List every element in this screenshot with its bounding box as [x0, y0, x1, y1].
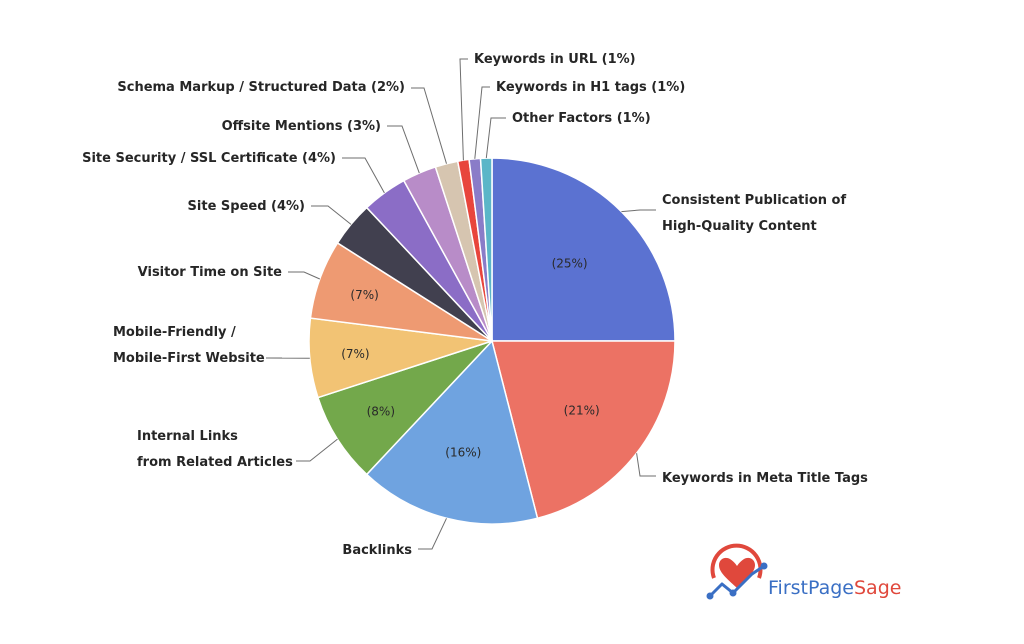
- leader-line: [485, 117, 506, 159]
- leader-line: [411, 87, 447, 164]
- brand-name-second: Sage: [854, 577, 901, 599]
- slice-label: Keywords in H1 tags (1%): [496, 80, 685, 95]
- pie-slice: [491, 340, 676, 520]
- slice-percent-label: (7%): [350, 288, 378, 302]
- leader-line: [636, 453, 656, 477]
- leader-lines: [265, 58, 656, 550]
- slice-labels: Consistent Publication of High-Quality Co…: [82, 52, 868, 558]
- svg-text:FirstPageSage: FirstPageSage: [768, 577, 901, 599]
- leader-line: [288, 271, 321, 280]
- leader-line: [296, 438, 338, 462]
- leader-line: [418, 518, 447, 550]
- pie-slice: [491, 157, 676, 342]
- slice-label: Internal Links from Related Articles: [137, 429, 293, 470]
- slice-percent-labels: (25%) (21%) (16%) (8%) (7%) (7%): [341, 256, 600, 459]
- slice-label: Other Factors (1%): [512, 111, 651, 126]
- slice-label: Keywords in URL (1%): [474, 52, 636, 67]
- slice-percent-label: (25%): [552, 256, 588, 270]
- slice-label: Site Speed (4%): [188, 199, 305, 214]
- leader-line: [342, 157, 385, 194]
- leader-line: [311, 205, 352, 225]
- brand-name-first: FirstPage: [768, 577, 854, 599]
- pie-slices: [308, 157, 676, 525]
- slice-label: Visitor Time on Site: [138, 265, 283, 280]
- slice-label: Schema Markup / Structured Data (2%): [117, 80, 405, 95]
- slice-label: Keywords in Meta Title Tags: [662, 471, 868, 486]
- brand-logo: FirstPageSage: [706, 543, 901, 600]
- slice-label: Backlinks: [342, 543, 412, 558]
- pie-slice: [317, 340, 493, 476]
- slice-label: Consistent Publication of High-Quality Co…: [662, 193, 846, 234]
- leader-line: [621, 209, 656, 213]
- heart-trend-line-icon: [706, 543, 768, 600]
- slice-label: Offsite Mentions (3%): [222, 119, 381, 134]
- leader-line: [474, 86, 490, 159]
- leader-line: [459, 58, 468, 161]
- leader-line: [387, 125, 420, 174]
- slice-percent-label: (8%): [367, 405, 395, 419]
- slice-label: Mobile-Friendly / Mobile-First Website: [113, 325, 265, 366]
- slice-percent-label: (7%): [341, 347, 369, 361]
- slice-percent-label: (16%): [445, 446, 481, 460]
- pie-slice: [365, 339, 539, 525]
- slice-label: Site Security / SSL Certificate (4%): [82, 151, 336, 166]
- slice-percent-label: (21%): [564, 404, 600, 418]
